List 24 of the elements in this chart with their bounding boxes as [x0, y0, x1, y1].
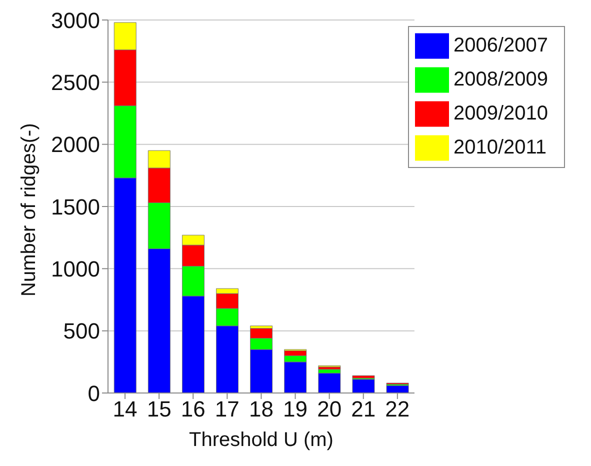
legend-label: 2008/2009: [453, 68, 548, 90]
bar: [318, 372, 341, 393]
y-tick-label: 1500: [51, 194, 100, 220]
x-tick-label: 22: [385, 396, 410, 422]
y-tick-label: 500: [63, 318, 100, 344]
y-tick-label: 3000: [51, 8, 100, 33]
legend-label: 2009/2010: [453, 102, 548, 124]
y-axis-title: Number of ridges(-): [18, 123, 40, 296]
x-axis-title: Threshold U (m): [188, 429, 334, 451]
legend-label: 2010/2011: [453, 136, 547, 158]
x-tick-label: 16: [180, 396, 206, 422]
y-tick-label: 0: [88, 380, 100, 406]
x-tick-label: 15: [146, 396, 172, 422]
legend-label: 2006/2007: [453, 34, 548, 56]
y-tick-label: 2000: [51, 132, 100, 158]
x-tick-label: 19: [283, 396, 308, 422]
x-tick-label: 20: [317, 396, 342, 422]
y-tick-label: 1000: [51, 256, 100, 282]
y-tick-label: 2500: [51, 70, 100, 95]
x-tick-label: 14: [112, 396, 138, 422]
x-tick-label: 21: [351, 396, 376, 422]
x-tick-label: 17: [214, 396, 240, 422]
bar: [352, 379, 375, 393]
x-tick-label: 18: [248, 396, 274, 422]
